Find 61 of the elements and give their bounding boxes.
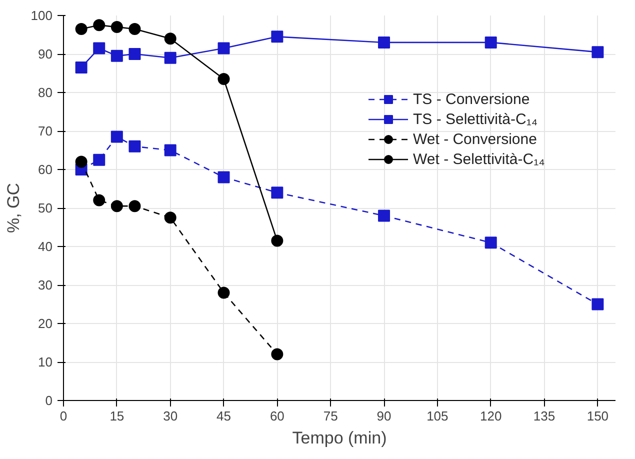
point	[93, 154, 106, 166]
point	[110, 200, 123, 212]
point	[218, 171, 230, 184]
y-tick-label: 90	[38, 46, 53, 62]
point	[378, 210, 390, 222]
point	[93, 19, 106, 32]
x-tick-label: 0	[60, 408, 68, 424]
point	[271, 348, 284, 360]
point	[271, 30, 284, 43]
point	[110, 130, 123, 143]
point	[110, 50, 123, 62]
x-tick-label: 75	[323, 408, 338, 424]
x-tick-label: 15	[110, 408, 124, 424]
y-tick-label: 70	[38, 124, 53, 138]
point	[218, 286, 230, 299]
point	[164, 32, 176, 45]
x-axis-title: Tempo (min)	[292, 428, 387, 448]
point	[164, 144, 176, 156]
point	[218, 42, 230, 54]
point	[75, 22, 88, 35]
legend-label: Wet - Conversione	[413, 130, 537, 148]
x-tick-label: 135	[533, 408, 556, 424]
x-tick-label: 90	[376, 408, 392, 424]
y-tick-label: 40	[38, 239, 53, 254]
point	[271, 234, 284, 247]
y-tick-label: 100	[30, 8, 53, 23]
x-tick-label: 120	[480, 408, 502, 424]
point	[128, 140, 141, 152]
point	[164, 52, 176, 64]
y-tick-label: 0	[45, 393, 53, 408]
point	[75, 61, 88, 74]
y-tick-label: 80	[38, 85, 53, 100]
point	[592, 46, 604, 58]
point	[128, 48, 141, 60]
x-tick-label: 30	[163, 408, 178, 424]
point	[218, 73, 230, 86]
y-tick-label: 30	[38, 278, 53, 292]
point	[75, 156, 88, 168]
x-tick-label: 60	[270, 408, 284, 424]
x-tick-label: 150	[586, 408, 609, 424]
point	[484, 236, 497, 249]
point	[128, 200, 141, 212]
x-tick-label: 45	[216, 408, 231, 424]
point	[378, 36, 390, 48]
y-tick-label: 20	[38, 316, 53, 331]
point	[128, 22, 141, 35]
point	[93, 42, 106, 54]
legend-label: Wet - Selettività-C₁₄	[413, 150, 545, 168]
y-tick-label: 50	[38, 200, 53, 216]
point	[110, 21, 123, 34]
point	[164, 212, 176, 224]
y-tick-label: 60	[38, 162, 53, 177]
x-tick-label: 105	[426, 408, 448, 424]
point	[93, 194, 106, 206]
point	[271, 186, 284, 199]
legend-label: TS - Selettività-C₁₄	[413, 110, 538, 128]
y-axis-title: %, GC	[4, 182, 23, 234]
point	[484, 36, 497, 48]
y-tick-label: 10	[38, 354, 53, 370]
legend-label: TS - Conversione	[413, 90, 530, 108]
point	[592, 298, 604, 310]
